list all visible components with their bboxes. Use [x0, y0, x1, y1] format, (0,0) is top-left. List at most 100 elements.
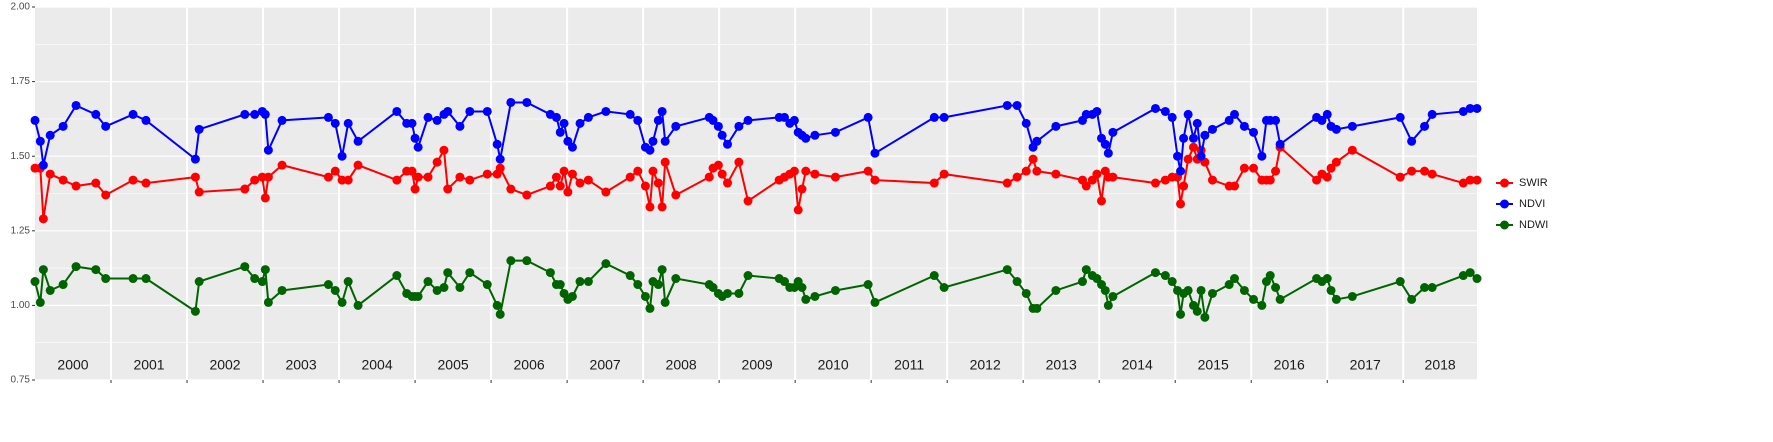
point: [413, 172, 423, 182]
point: [1021, 288, 1031, 298]
point: [640, 291, 650, 301]
x-tick-label: 2013: [1046, 357, 1077, 373]
point: [257, 277, 267, 287]
point: [1322, 172, 1332, 182]
point: [1081, 181, 1091, 191]
point: [1021, 166, 1031, 176]
point: [1160, 175, 1170, 185]
point: [1012, 172, 1022, 182]
point: [583, 277, 593, 287]
y-tick-label: 0.75: [11, 375, 31, 386]
x-tick-label: 2009: [742, 357, 773, 373]
point: [250, 175, 260, 185]
point: [1420, 282, 1430, 292]
point: [58, 280, 68, 290]
point: [432, 285, 442, 295]
point: [392, 175, 402, 185]
point: [1100, 285, 1110, 295]
point: [830, 285, 840, 295]
point: [653, 178, 663, 188]
legend-label: NDWI: [1519, 219, 1548, 231]
point: [1395, 277, 1405, 287]
point: [1458, 271, 1468, 281]
point: [141, 115, 151, 125]
point: [410, 133, 420, 143]
point: [801, 294, 811, 304]
y-tick-label: 2.00: [11, 2, 31, 13]
point: [555, 127, 565, 137]
point: [1347, 121, 1357, 131]
point: [240, 262, 250, 272]
point: [495, 309, 505, 319]
point: [1347, 291, 1357, 301]
point: [1249, 294, 1259, 304]
point: [734, 121, 744, 131]
point: [1176, 199, 1186, 209]
point: [465, 106, 475, 116]
point: [713, 121, 723, 131]
point: [495, 154, 505, 164]
point: [671, 190, 681, 200]
point: [1472, 274, 1482, 284]
point: [38, 265, 48, 275]
x-tick-label: 2014: [1122, 357, 1153, 373]
point: [432, 157, 442, 167]
point: [567, 142, 577, 152]
point: [58, 175, 68, 185]
point: [625, 109, 635, 119]
point: [717, 169, 727, 179]
point: [939, 282, 949, 292]
point: [645, 145, 655, 155]
point: [413, 142, 423, 152]
point: [780, 112, 790, 122]
point: [1183, 285, 1193, 295]
point: [1249, 127, 1259, 137]
point: [1051, 169, 1061, 179]
point: [555, 181, 565, 191]
point: [563, 187, 573, 197]
point: [1167, 112, 1177, 122]
point: [101, 274, 111, 284]
point: [1183, 154, 1193, 164]
point: [522, 190, 532, 200]
point: [601, 106, 611, 116]
point: [190, 306, 200, 316]
point: [1196, 151, 1206, 161]
point: [545, 268, 555, 278]
point: [323, 280, 333, 290]
point: [1100, 139, 1110, 149]
point: [323, 112, 333, 122]
point: [633, 166, 643, 176]
point: [35, 297, 45, 307]
point: [423, 172, 433, 182]
x-tick-label: 2004: [361, 357, 392, 373]
point: [743, 115, 753, 125]
point: [1317, 115, 1327, 125]
point: [929, 271, 939, 281]
point: [722, 178, 732, 188]
point: [443, 268, 453, 278]
point: [1002, 178, 1012, 188]
x-tick-label: 2011: [894, 357, 924, 373]
x-tick-label: 2001: [133, 357, 164, 373]
point: [1427, 282, 1437, 292]
point: [1275, 139, 1285, 149]
point: [407, 118, 417, 128]
legend-marker: [1500, 199, 1509, 209]
point: [810, 169, 820, 179]
point: [506, 97, 516, 107]
point: [1420, 166, 1430, 176]
point: [1322, 109, 1332, 119]
point: [1420, 121, 1430, 131]
point: [1395, 172, 1405, 182]
point: [337, 297, 347, 307]
point: [506, 256, 516, 266]
point: [575, 277, 585, 287]
point: [660, 297, 670, 307]
point: [128, 109, 138, 119]
point: [343, 175, 353, 185]
point: [625, 271, 635, 281]
y-tick-label: 1.00: [11, 300, 31, 311]
point: [1224, 280, 1234, 290]
